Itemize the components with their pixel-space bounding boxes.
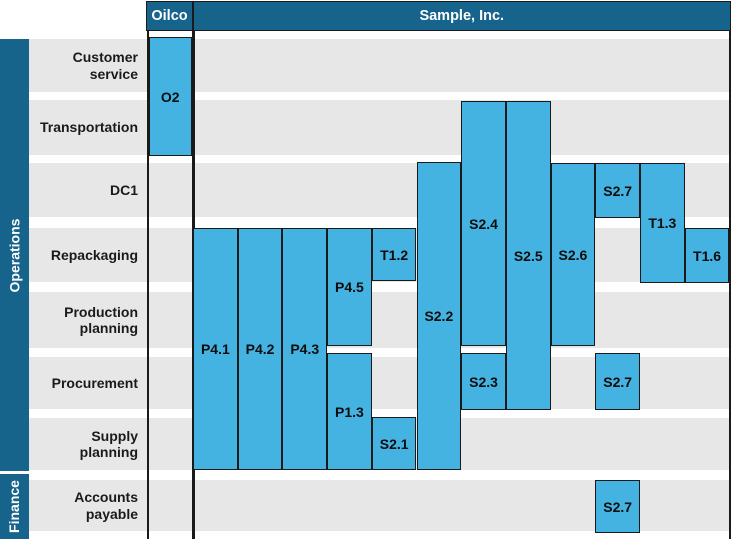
project-box-label: S2.1	[379, 435, 409, 452]
sidebar-group-operations: Operations	[0, 39, 29, 471]
project-box-label: S2.5	[513, 247, 543, 264]
project-box: T1.2	[371, 228, 417, 281]
project-box: S2.4	[461, 101, 506, 346]
project-box: P4.3	[282, 228, 328, 470]
project-box: S2.7	[595, 163, 640, 218]
project-box: P4.2	[237, 228, 283, 470]
project-box: S2.6	[550, 163, 596, 346]
header-oilco: Oilco	[146, 1, 193, 31]
row-label-repackaging: Repackaging	[50, 246, 138, 263]
project-box: P4.1	[193, 228, 238, 470]
project-box: P1.3	[327, 353, 372, 470]
row-band-transportation	[29, 100, 729, 155]
project-box-label: P1.3	[335, 403, 364, 420]
project-box-label: O2	[160, 88, 180, 105]
project-box-label: P4.2	[245, 341, 275, 357]
row-label-dc1: DC1	[109, 181, 138, 198]
row-label-supply-planning: Supply planning	[79, 427, 138, 460]
row-band-production-planning	[29, 292, 729, 348]
project-box: S2.5	[505, 101, 551, 410]
project-box-label: P4.1	[200, 341, 230, 357]
project-box-label: T1.6	[693, 247, 722, 264]
grid-line	[728, 1, 731, 539]
row-label-accounts-payable: Accounts payable	[74, 489, 138, 522]
sidebar-group-label-finance: Finance	[6, 480, 22, 533]
project-box: O2	[148, 37, 192, 156]
project-box-label: S2.4	[469, 215, 498, 232]
project-box-label: S2.7	[603, 498, 633, 515]
project-box-label: S2.7	[603, 373, 633, 390]
project-box-label: S2.6	[558, 246, 588, 263]
project-box: T1.3	[640, 163, 685, 283]
project-box: S2.7	[595, 480, 640, 533]
row-label-customer-service: Customer service	[72, 49, 138, 82]
sidebar-group-label-operations: Operations	[6, 218, 22, 292]
sidebar-group-finance: Finance	[0, 474, 29, 539]
project-box-label: T1.2	[380, 246, 409, 263]
project-box: S2.3	[461, 353, 506, 410]
row-label-transportation: Transportation	[39, 119, 138, 136]
project-box-label: S2.7	[603, 182, 633, 199]
project-box: S2.2	[416, 162, 462, 470]
row-label-procurement: Procurement	[51, 374, 138, 391]
header-company: Sample, Inc.	[193, 1, 731, 31]
project-box-label: T1.3	[648, 215, 677, 231]
project-box: S2.1	[371, 417, 417, 470]
row-label-production-planning: Production planning	[64, 303, 138, 336]
project-box: P4.5	[327, 228, 372, 346]
project-box-label: P4.5	[335, 279, 364, 295]
row-band-customer-service	[29, 39, 729, 92]
project-box: S2.7	[595, 353, 640, 410]
project-box: T1.6	[684, 228, 730, 283]
project-box-label: S2.2	[424, 308, 454, 324]
project-box-label: S2.3	[469, 373, 498, 390]
project-box-label: P4.3	[290, 341, 320, 357]
grid-line	[146, 1, 149, 539]
